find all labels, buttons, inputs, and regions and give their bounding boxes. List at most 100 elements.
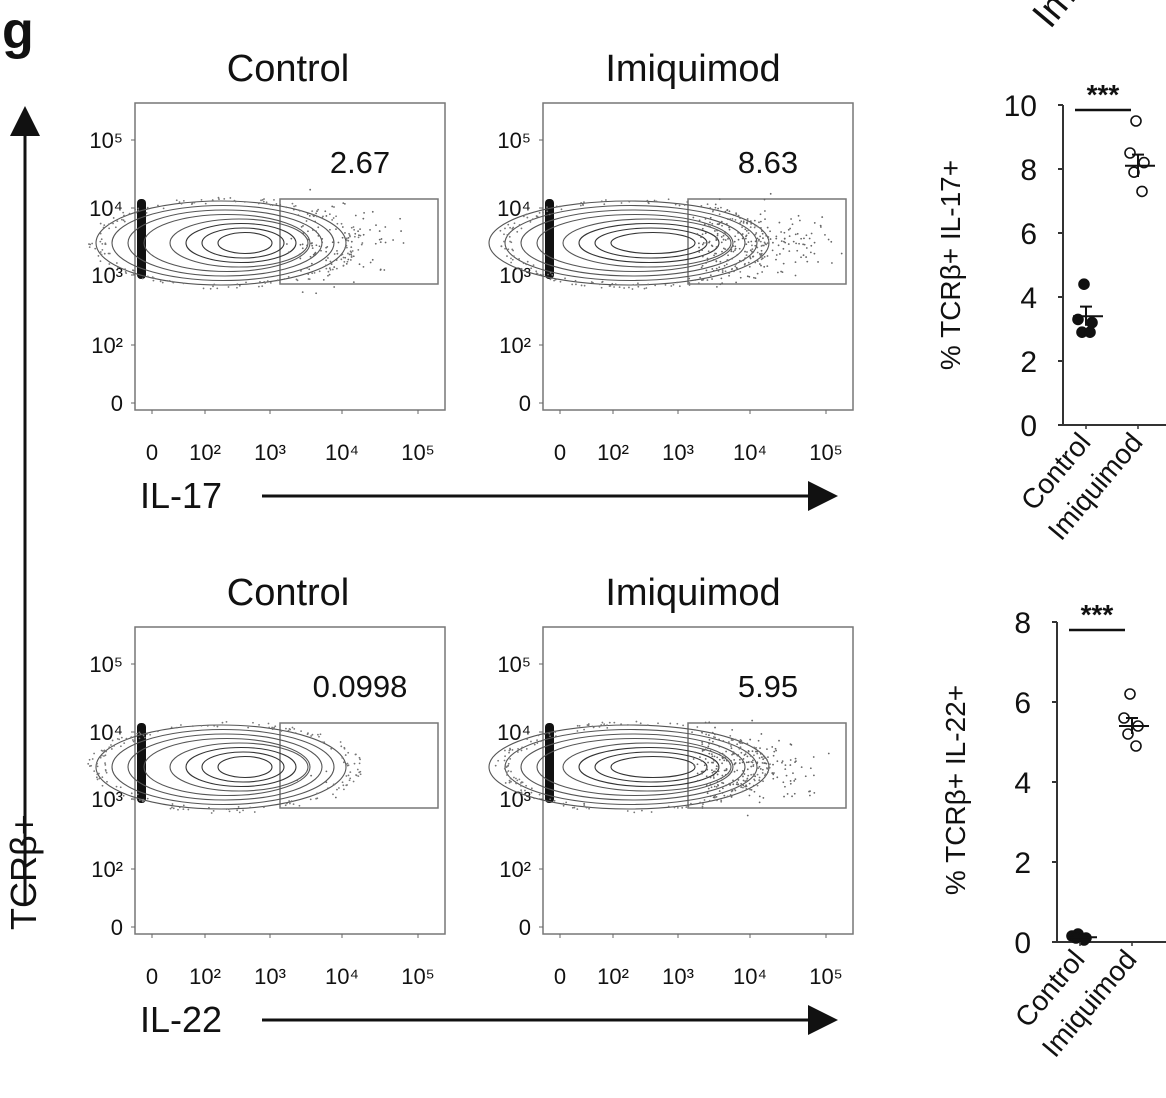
event-dot (325, 246, 327, 249)
event-dot (261, 199, 264, 201)
event-dot (731, 218, 734, 220)
event-dot (723, 794, 726, 797)
event-dot (142, 734, 145, 737)
event-dot (731, 753, 733, 756)
event-dot (504, 782, 507, 784)
event-dot (782, 781, 785, 784)
event-dot (749, 226, 752, 229)
event-dot (307, 273, 310, 276)
event-dot (712, 777, 715, 779)
event-dot (343, 260, 346, 263)
event-dot (111, 739, 114, 742)
y-tick-label: 10⁵ (89, 128, 123, 153)
event-dot (229, 197, 232, 199)
event-dot (353, 762, 356, 765)
event-dot (538, 793, 541, 796)
event-dot (328, 267, 331, 270)
event-dot (752, 784, 755, 787)
event-dot (178, 806, 181, 809)
event-dot (585, 806, 588, 809)
event-dot (739, 221, 742, 224)
event-dot (793, 792, 796, 795)
event-dot (702, 242, 705, 244)
event-dot (723, 769, 726, 772)
event-dot (549, 278, 552, 281)
event-dot (830, 240, 833, 243)
event-dot (294, 204, 297, 207)
event-dot (809, 767, 812, 770)
event-dot (202, 287, 205, 290)
event-dot (503, 233, 505, 236)
y-axis-label: % TCRβ+ IL-17+ (935, 160, 966, 370)
event-dot (728, 742, 731, 745)
event-dot (707, 223, 710, 226)
x-tick-label: 10⁵ (809, 440, 843, 465)
event-dot (104, 769, 107, 772)
contour-line (562, 742, 732, 792)
event-dot (738, 259, 741, 262)
event-dot (362, 217, 365, 220)
event-dot (507, 248, 510, 251)
event-dot (225, 808, 228, 811)
event-dot (119, 786, 122, 789)
y-tick-label: 10⁴ (89, 196, 123, 221)
event-dot (712, 774, 715, 777)
event-dot (749, 755, 752, 757)
event-dot (729, 218, 732, 220)
event-dot (543, 733, 546, 735)
event-dot (87, 762, 90, 765)
event-dot (728, 210, 731, 213)
event-dot (756, 246, 759, 249)
event-dot (169, 807, 172, 810)
event-dot (123, 742, 126, 745)
event-dot (733, 763, 736, 766)
event-dot (113, 744, 116, 747)
event-dot (353, 228, 356, 231)
event-dot (170, 726, 173, 729)
event-dot (744, 228, 747, 231)
event-dot (713, 795, 716, 798)
event-dot (347, 774, 350, 777)
event-dot (723, 754, 726, 757)
event-dot (736, 253, 739, 256)
event-dot (696, 763, 699, 766)
event-dot (725, 750, 728, 753)
event-dot (802, 243, 805, 246)
event-dot (171, 803, 174, 805)
event-dot (758, 239, 760, 242)
event-dot (614, 283, 617, 286)
event-dot (331, 205, 334, 208)
event-dot (737, 779, 740, 781)
y-tick-label: 8 (1020, 154, 1037, 187)
event-dot (515, 777, 517, 780)
event-dot (332, 793, 334, 796)
event-dot (105, 771, 108, 774)
event-dot (337, 241, 340, 244)
event-dot (100, 754, 103, 757)
event-dot (760, 733, 763, 735)
event-dot (582, 204, 584, 206)
event-dot (759, 240, 762, 243)
event-dot (738, 247, 741, 250)
event-dot (728, 741, 730, 743)
event-dot (122, 219, 125, 222)
event-dot (750, 250, 753, 253)
event-dot (766, 265, 769, 267)
event-dot (746, 768, 749, 771)
event-dot (688, 282, 691, 284)
event-dot (374, 242, 377, 245)
event-dot (654, 284, 657, 287)
event-dot (343, 788, 345, 791)
event-dot (727, 259, 730, 262)
event-dot (827, 238, 830, 241)
event-dot (341, 226, 344, 228)
event-dot (740, 773, 743, 776)
event-dot (711, 731, 714, 734)
event-dot (360, 243, 363, 246)
event-dot (701, 807, 704, 809)
event-dot (608, 285, 611, 287)
y-tick-label: 2 (1014, 847, 1031, 880)
event-dot (287, 275, 290, 278)
event-dot (182, 804, 185, 807)
